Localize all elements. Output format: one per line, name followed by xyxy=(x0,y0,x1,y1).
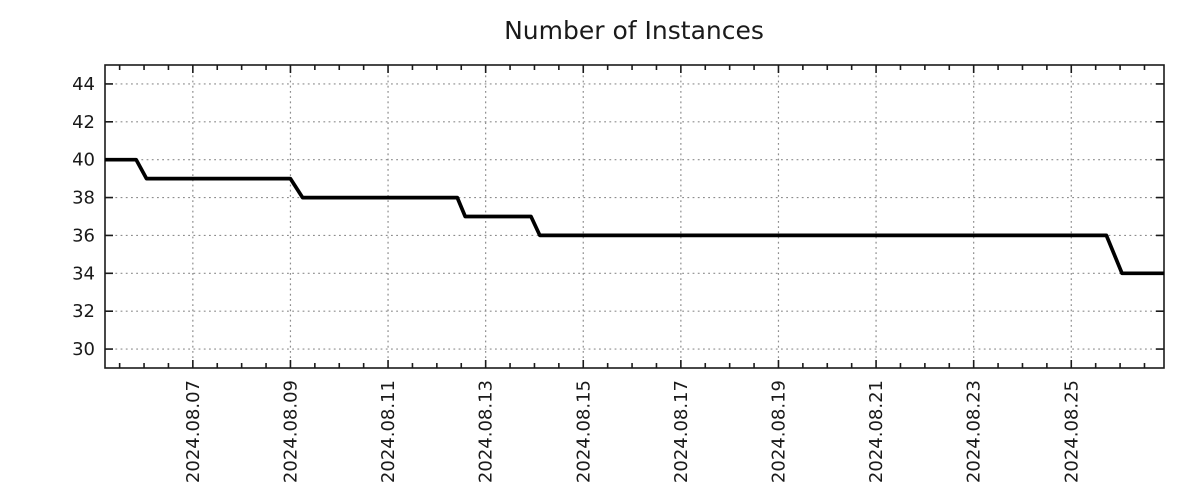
x-tick-label: 2024.08.23 xyxy=(964,380,985,483)
grid-lines xyxy=(105,65,1164,368)
y-tick-label: 44 xyxy=(72,74,95,95)
y-tick-label: 36 xyxy=(72,225,95,246)
x-tick-labels: 2024.08.07 2024.08.09 2024.08.11 2024.08.13… xyxy=(183,380,1082,483)
y-tick-label: 40 xyxy=(72,150,95,171)
y-tick-label: 32 xyxy=(72,301,95,322)
x-tick-label: 2024.08.09 xyxy=(280,380,301,483)
x-tick-label: 2024.08.15 xyxy=(573,380,594,483)
x-tick-label: 2024.08.25 xyxy=(1061,380,1082,483)
axis-ticks xyxy=(105,65,1164,368)
y-tick-label: 30 xyxy=(72,339,95,360)
x-tick-label: 2024.08.19 xyxy=(768,380,789,483)
data-line xyxy=(105,157,1164,276)
x-tick-label: 2024.08.21 xyxy=(866,380,887,483)
x-tick-label: 2024.08.17 xyxy=(671,380,692,483)
y-tick-label: 38 xyxy=(72,188,95,209)
y-tick-label: 42 xyxy=(72,112,95,133)
x-tick-label: 2024.08.11 xyxy=(378,380,399,483)
plot-border xyxy=(104,64,1165,369)
y-tick-label: 34 xyxy=(72,263,95,284)
x-tick-label: 2024.08.07 xyxy=(183,380,204,483)
chart-title: Number of Instances xyxy=(504,16,764,45)
series-instances xyxy=(105,157,1164,276)
x-tick-label: 2024.08.13 xyxy=(476,380,497,483)
y-tick-labels: 30 32 34 36 38 40 42 44 xyxy=(72,74,95,360)
